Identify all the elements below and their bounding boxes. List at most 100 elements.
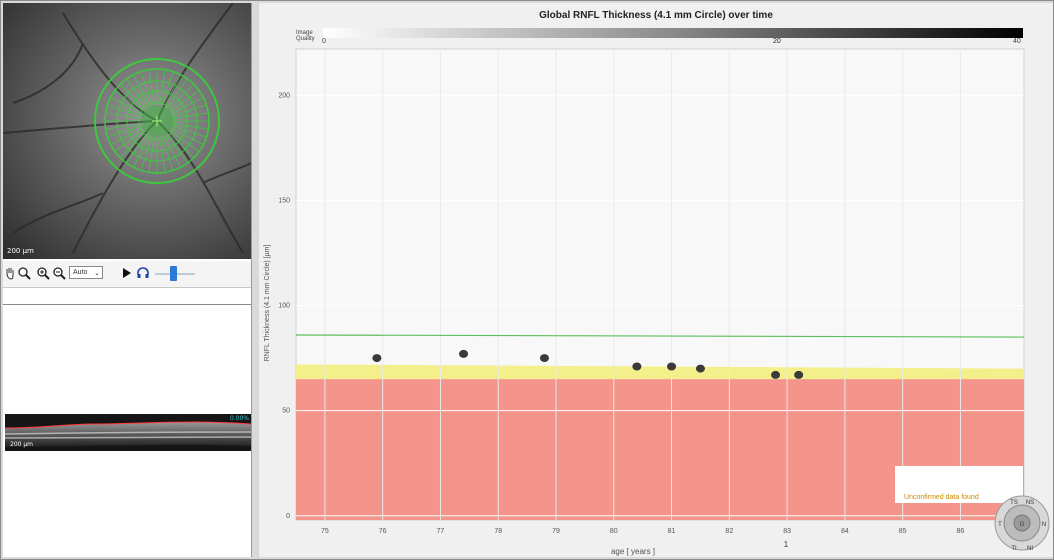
nav-ns-label[interactable]: NS: [1026, 500, 1034, 506]
magnifier-icon[interactable]: [17, 265, 31, 281]
measurement-point[interactable]: [794, 370, 804, 379]
nav-n-label[interactable]: N: [1042, 522, 1046, 528]
rnfl-scan-spoke: [105, 112, 140, 119]
chart-title: Global RNFL Thickness (4.1 mm Circle) ov…: [539, 10, 773, 21]
rnfl-scan-spoke: [164, 136, 181, 168]
hand-tool-icon[interactable]: [5, 265, 15, 281]
rnfl-scan-spoke: [159, 138, 166, 173]
x-tick-label: 79: [552, 528, 560, 535]
x-tick-label: 86: [957, 528, 965, 535]
fundus-image[interactable]: 200 µm: [3, 3, 251, 259]
fundus-vessels: [3, 3, 251, 254]
rnfl-scan-spoke: [110, 97, 142, 114]
quality-bar-label-1: Image: [296, 30, 313, 36]
rnfl-scan-spoke: [133, 74, 150, 106]
measurement-point[interactable]: [632, 362, 642, 371]
rnfl-scan-spoke: [114, 90, 143, 111]
rnfl-scan-spoke: [162, 137, 174, 171]
x-tick-label: 75: [321, 528, 329, 535]
nav-ts-label[interactable]: TS: [1010, 500, 1018, 506]
zoom-select-value: Auto: [73, 269, 88, 276]
quality-bar: [323, 28, 1023, 38]
y-tick-label: 0: [286, 513, 290, 520]
annotation-text: Unconfirmed data found: [904, 494, 979, 501]
chevron-down-icon: ⌄: [94, 269, 100, 277]
x-tick-label: 78: [494, 528, 502, 535]
measurement-point[interactable]: [771, 370, 781, 379]
rnfl-scan-spoke: [171, 131, 200, 152]
rnfl-scan-spoke: [167, 78, 188, 107]
bscan-percent-label: 0.00%: [229, 415, 249, 422]
fundus-scale-label: 200 µm: [7, 247, 34, 255]
rnfl-scan-spoke: [148, 69, 155, 104]
zoom-select[interactable]: Auto ⌄: [69, 266, 103, 279]
trend-chart[interactable]: Image Quality 0 20 40 0 50 100 150 200 75 76 77 7…: [259, 3, 1053, 557]
rnfl-scan-spoke: [114, 131, 143, 152]
rnfl-scan-spoke: [107, 104, 141, 116]
rnfl-scan-spoke: [140, 71, 152, 105]
rnfl-scan-spoke: [148, 138, 155, 173]
sector-navigator[interactable]: NS N NI TI T TS G: [994, 495, 1050, 552]
rnfl-scan-spoke: [140, 137, 152, 171]
nav-ni-label[interactable]: NI: [1027, 546, 1033, 552]
outside-normal-region: [296, 379, 1024, 520]
rnfl-scan-spoke: [133, 136, 150, 168]
nav-ti-label[interactable]: TI: [1011, 546, 1017, 552]
measurement-point[interactable]: [372, 354, 382, 363]
rnfl-scan-spoke: [105, 123, 140, 130]
rnfl-scan-spoke: [164, 74, 181, 106]
y-axis-label: RNFL Thickness (4.1 mm Circle) [µm]: [264, 245, 271, 362]
rnfl-scan-spoke: [126, 135, 147, 164]
rnfl-scan-spoke: [174, 123, 209, 130]
play-icon[interactable]: [121, 265, 133, 281]
image-panel: 200 µm Auto ⌄: [3, 3, 252, 557]
measurement-point[interactable]: [695, 364, 705, 373]
rnfl-scan-spoke: [162, 71, 174, 105]
brightness-slider-thumb[interactable]: [170, 266, 177, 281]
y-tick-label: 150: [278, 197, 290, 204]
quality-bar-label: Image Quality: [296, 30, 315, 42]
rnfl-scan-spoke: [159, 69, 166, 104]
rnfl-scan-spoke: [110, 128, 142, 145]
normal-reference-line: [295, 334, 1025, 338]
quality-bar-min: 0: [322, 38, 326, 45]
y-tick-label: 200: [278, 92, 290, 99]
measurement-point[interactable]: [459, 349, 469, 358]
zoom-in-icon[interactable]: [36, 265, 50, 281]
rnfl-scan-spoke: [119, 133, 145, 159]
nav-g-label[interactable]: G: [1020, 522, 1025, 528]
headphones-icon[interactable]: [136, 265, 150, 281]
rnfl-scan-spoke: [167, 135, 188, 164]
nav-t-label[interactable]: T: [998, 522, 1002, 528]
rnfl-scan-spoke: [169, 83, 195, 109]
x-tick-label: 84: [841, 528, 849, 535]
x-tick-label: 81: [668, 528, 676, 535]
navigator-center[interactable]: [1013, 514, 1031, 532]
rnfl-scan-spoke: [174, 112, 209, 119]
rnfl-scan-spoke: [173, 104, 207, 116]
quality-bar-label-2: Quality: [296, 36, 315, 42]
y-tick-label: 50: [282, 408, 290, 415]
rnfl-scan-spoke: [172, 128, 204, 145]
bscan-scale-label: 200 µm: [10, 441, 34, 448]
panel-divider: [3, 304, 251, 305]
current-visit-marker: 1: [784, 540, 789, 549]
rnfl-scan-spoke: [169, 133, 195, 159]
sector-navigator-graphic: NS N NI TI T TS G: [994, 495, 1050, 552]
measurement-point[interactable]: [667, 362, 677, 371]
x-tick-label: 77: [437, 528, 445, 535]
x-tick-label: 76: [379, 528, 387, 535]
quality-bar-max: 40: [1013, 38, 1021, 45]
rnfl-scan-spoke: [107, 126, 141, 138]
zoom-out-icon[interactable]: [52, 265, 66, 281]
measurement-point[interactable]: [539, 354, 549, 363]
trend-chart-panel: Global RNFL Thickness (4.1 mm Circle) ov…: [259, 3, 1053, 557]
rnfl-scan-spoke: [171, 90, 200, 111]
bscan-image[interactable]: 0.00% 200 µm: [5, 414, 251, 451]
rnfl-scan-spoke: [126, 78, 147, 107]
y-tick-label: 100: [278, 303, 290, 310]
image-toolbar: Auto ⌄: [3, 261, 251, 288]
rnfl-scan-spoke: [173, 126, 207, 138]
x-tick-label: 85: [899, 528, 907, 535]
